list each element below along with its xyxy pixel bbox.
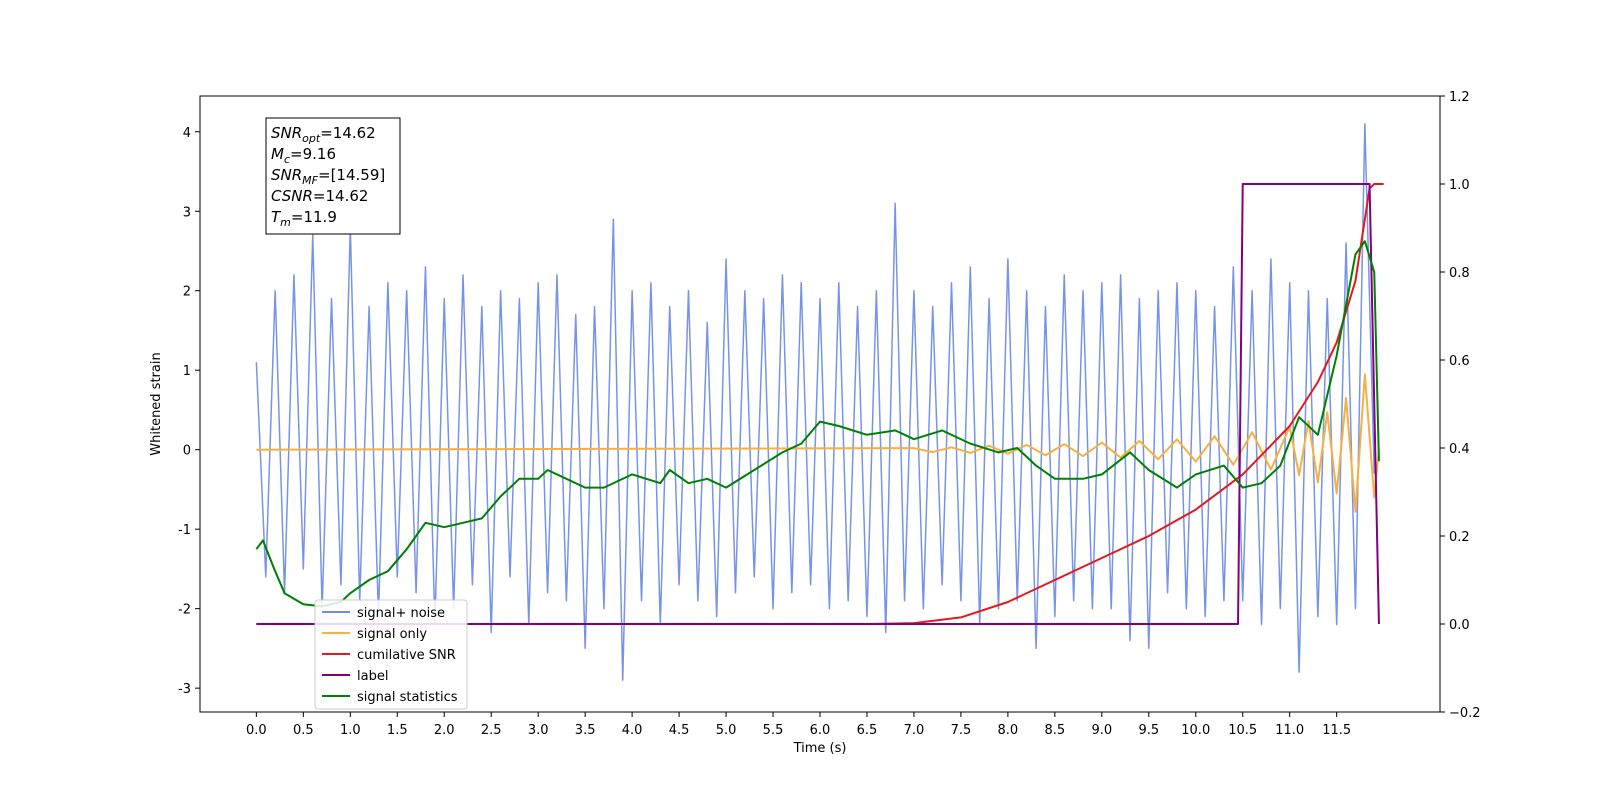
y-tick-label: -3 <box>178 682 191 697</box>
y2-tick-label: 0.0 <box>1449 618 1470 633</box>
series-line <box>256 183 1384 625</box>
x-tick-label: 0.5 <box>293 723 314 738</box>
y-tick-label: 1 <box>183 364 191 379</box>
y2-tick-label: 1.0 <box>1449 178 1470 193</box>
annotation-value: =9.16 <box>290 145 336 163</box>
annotation-symbol: CSNR <box>271 187 313 205</box>
annotation-text: SNRMF=[14.59] <box>271 166 385 187</box>
x-axis-label: Time (s) <box>793 741 847 756</box>
legend-label: signal+ noise <box>357 606 445 621</box>
legend-label: label <box>357 669 388 684</box>
x-tick-label: 2.0 <box>434 723 455 738</box>
x-tick-label: 9.0 <box>1091 723 1112 738</box>
x-tick-label: 8.0 <box>998 723 1019 738</box>
annotation-value: =14.62 <box>320 124 376 142</box>
x-tick-label: 5.5 <box>763 723 784 738</box>
y2-tick-label: 1.2 <box>1449 90 1470 105</box>
x-tick-label: 9.5 <box>1138 723 1159 738</box>
x-tick-label: 3.5 <box>575 723 596 738</box>
x-tick-label: 4.0 <box>622 723 643 738</box>
y2-tick-label: 0.8 <box>1449 266 1470 281</box>
x-tick-label: 0.0 <box>246 723 267 738</box>
x-tick-label: 11.5 <box>1322 723 1351 738</box>
x-tick-label: 10.0 <box>1181 723 1210 738</box>
annotation-value: =[14.59] <box>318 166 385 184</box>
series-line <box>255 123 1375 681</box>
annotation-value: =14.62 <box>313 187 369 205</box>
x-tick-label: 5.0 <box>716 723 737 738</box>
annotation-symbol: M <box>271 145 284 163</box>
legend: signal+ noise signal only cumilative SNR la… <box>314 599 468 710</box>
y-tick-label: 3 <box>183 205 191 220</box>
y-tick-label: 0 <box>183 444 191 459</box>
annotation-subscript: m <box>280 216 291 229</box>
x-tick-label: 11.0 <box>1275 723 1304 738</box>
y-tick-label: -2 <box>178 603 191 618</box>
annotation-symbol: T <box>271 208 282 226</box>
x-tick-label: 6.5 <box>857 723 878 738</box>
annotation-symbol: SNR <box>271 124 302 142</box>
x-tick-label: 7.0 <box>904 723 925 738</box>
y-axis-label: Whitened strain <box>149 352 164 455</box>
annotation-subscript: MF <box>302 174 318 187</box>
annotation-text: SNRopt=14.62 <box>271 124 376 145</box>
legend-label: cumilative SNR <box>357 648 456 663</box>
annotation-box <box>265 117 401 235</box>
annotation-symbol: SNR <box>271 166 302 184</box>
y-tick-label: 2 <box>183 285 191 300</box>
y2-tick-label: 0.2 <box>1449 530 1470 545</box>
annotation-text: CSNR=14.62 <box>271 187 368 205</box>
x-tick-label: 7.5 <box>951 723 972 738</box>
series-line <box>256 373 1380 513</box>
x-tick-label: 10.5 <box>1228 723 1257 738</box>
y-tick-label: 4 <box>183 126 191 141</box>
legend-label: signal statistics <box>357 690 458 705</box>
x-tick-label: 6.0 <box>810 723 831 738</box>
series-line <box>256 183 1380 625</box>
y2-tick-label: 0.6 <box>1449 354 1470 369</box>
annotation-text: Mc=9.16 <box>271 145 336 166</box>
x-tick-label: 1.0 <box>340 723 361 738</box>
series-line <box>255 240 1380 608</box>
legend-label: signal only <box>357 627 427 642</box>
annotation-value: =11.9 <box>291 208 337 226</box>
x-tick-label: 3.0 <box>528 723 549 738</box>
x-tick-label: 2.5 <box>481 723 502 738</box>
annotation-subscript: opt <box>302 132 321 145</box>
y2-tick-label: 0.4 <box>1449 442 1470 457</box>
x-tick-label: 4.5 <box>669 723 690 738</box>
y-tick-label: -1 <box>178 523 191 538</box>
x-tick-label: 1.5 <box>387 723 408 738</box>
legend-box <box>314 599 468 710</box>
annotation-subscript: c <box>284 153 290 166</box>
annotation-text: Tm=11.9 <box>271 208 337 229</box>
x-tick-label: 8.5 <box>1045 723 1066 738</box>
plot-area <box>255 123 1384 681</box>
y2-tick-label: −0.2 <box>1449 706 1481 721</box>
